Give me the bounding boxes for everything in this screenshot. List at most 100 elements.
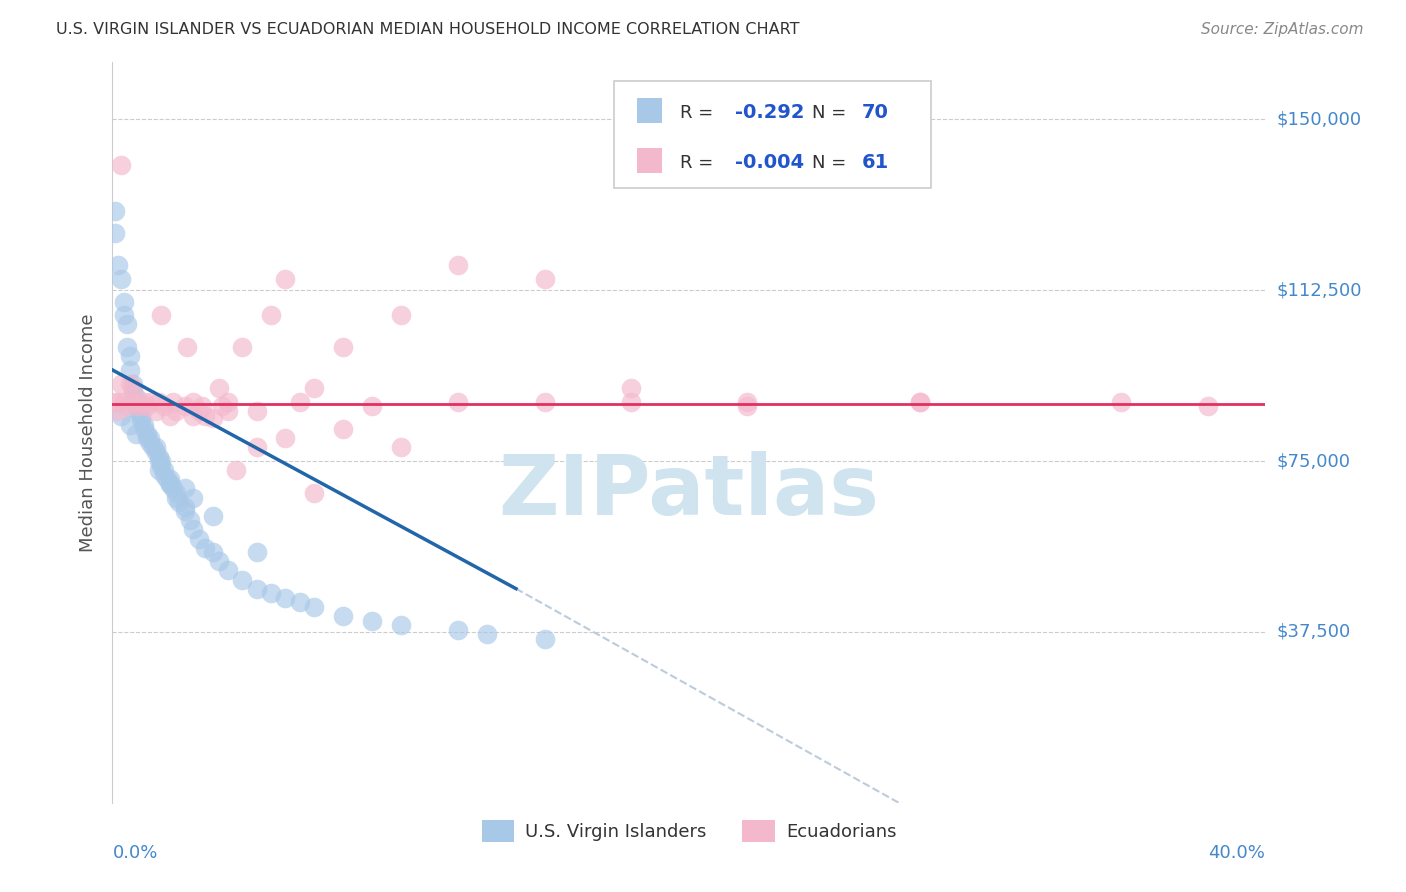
Point — [181, 395, 204, 409]
Text: 61: 61 — [862, 153, 889, 172]
Point — [115, 400, 138, 414]
Point — [159, 409, 181, 423]
Point — [447, 258, 470, 272]
Point — [110, 158, 132, 172]
Point — [167, 495, 190, 509]
Point — [124, 426, 146, 441]
Text: $150,000: $150,000 — [1277, 111, 1361, 128]
Point — [181, 491, 204, 505]
Point — [104, 203, 127, 218]
Point — [304, 599, 326, 614]
Y-axis label: Median Household Income: Median Household Income — [79, 313, 97, 552]
Point — [202, 410, 225, 425]
Point — [165, 491, 187, 505]
Point — [447, 395, 470, 409]
Point — [136, 431, 159, 445]
Bar — [637, 148, 662, 173]
Point — [274, 591, 297, 605]
Text: U.S. VIRGIN ISLANDER VS ECUADORIAN MEDIAN HOUSEHOLD INCOME CORRELATION CHART: U.S. VIRGIN ISLANDER VS ECUADORIAN MEDIA… — [56, 22, 800, 37]
Text: 40.0%: 40.0% — [1209, 844, 1265, 862]
Point — [145, 404, 167, 418]
Point — [121, 395, 143, 409]
Point — [1111, 395, 1133, 409]
Point — [124, 390, 146, 404]
Point — [107, 404, 129, 418]
Point — [620, 381, 643, 395]
Point — [110, 376, 132, 391]
Point — [139, 435, 162, 450]
Point — [173, 500, 195, 514]
Point — [360, 400, 382, 414]
Point — [162, 482, 184, 496]
Point — [188, 532, 211, 546]
Point — [181, 523, 204, 537]
Point — [118, 376, 141, 391]
Point — [127, 400, 149, 414]
Point — [246, 582, 269, 596]
Point — [908, 395, 931, 409]
Text: $112,500: $112,500 — [1277, 281, 1362, 299]
Point — [246, 441, 269, 455]
Point — [217, 564, 239, 578]
Point — [129, 409, 153, 423]
Point — [165, 486, 187, 500]
Point — [389, 441, 412, 455]
Point — [908, 395, 931, 409]
Text: -0.004: -0.004 — [735, 153, 804, 172]
Point — [136, 426, 159, 441]
Point — [191, 400, 214, 414]
Point — [217, 395, 239, 409]
Point — [173, 482, 195, 496]
Point — [208, 554, 231, 568]
Point — [112, 395, 135, 409]
Point — [118, 349, 141, 363]
Point — [127, 395, 149, 409]
Text: Source: ZipAtlas.com: Source: ZipAtlas.com — [1201, 22, 1364, 37]
Point — [104, 227, 127, 241]
Point — [274, 272, 297, 286]
Point — [165, 404, 187, 418]
Point — [162, 395, 184, 409]
Point — [127, 404, 149, 418]
Point — [129, 413, 153, 427]
Point — [145, 441, 167, 455]
Text: N =: N = — [813, 153, 852, 171]
Point — [134, 422, 156, 436]
Point — [735, 395, 758, 409]
Point — [332, 609, 354, 624]
Point — [148, 463, 170, 477]
Point — [231, 573, 253, 587]
Point — [304, 381, 326, 395]
Point — [148, 395, 170, 409]
Text: 70: 70 — [862, 103, 889, 122]
Point — [107, 258, 129, 272]
Point — [447, 623, 470, 637]
Point — [194, 409, 217, 423]
Point — [136, 400, 159, 414]
Point — [288, 395, 311, 409]
Point — [274, 431, 297, 445]
Point — [156, 472, 179, 486]
Point — [1197, 400, 1219, 414]
Text: R =: R = — [679, 103, 718, 121]
Point — [246, 404, 269, 418]
Point — [150, 458, 173, 473]
Point — [181, 409, 204, 423]
Bar — [637, 98, 662, 122]
Point — [112, 308, 135, 322]
Point — [110, 272, 132, 286]
Point — [121, 376, 143, 391]
Point — [231, 340, 253, 354]
Point — [211, 400, 233, 414]
FancyBboxPatch shape — [614, 81, 931, 188]
Point — [112, 294, 135, 309]
Text: -0.292: -0.292 — [735, 103, 804, 122]
Point — [389, 308, 412, 322]
Point — [389, 618, 412, 632]
Point — [534, 395, 557, 409]
Point — [134, 417, 156, 432]
Point — [104, 395, 127, 409]
Point — [159, 476, 181, 491]
Point — [202, 508, 225, 523]
Point — [360, 614, 382, 628]
